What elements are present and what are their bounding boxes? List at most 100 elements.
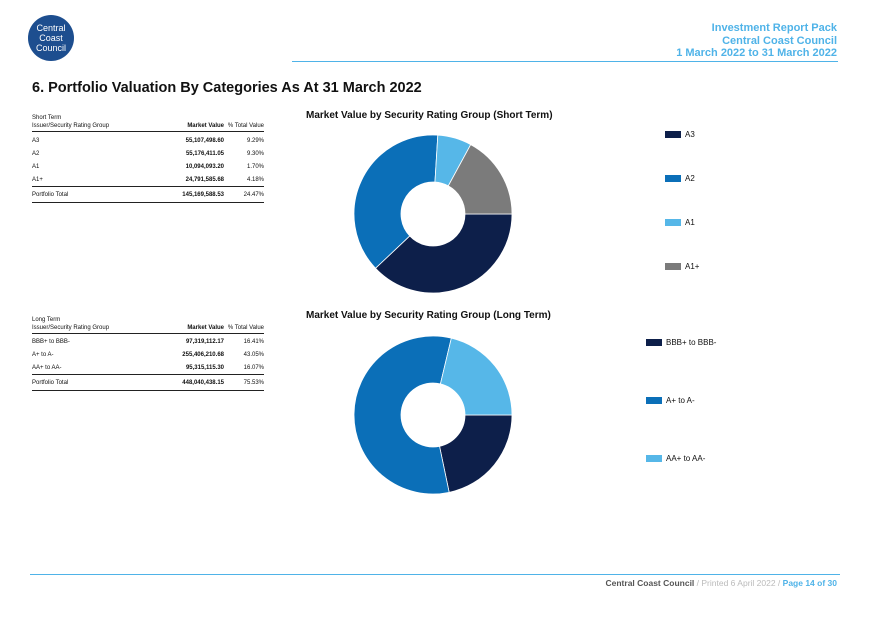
row-pct: 9.29%	[246, 137, 264, 144]
col-header-group: Issuer/Security Rating Group	[32, 324, 110, 331]
page-footer: Central Coast Council / Printed 6 April …	[606, 578, 838, 588]
donut-slice-bbb-to-bbb-	[439, 414, 513, 493]
col-header-pct: % Total Value	[227, 122, 264, 129]
legend-swatch	[665, 219, 681, 226]
table-caption: Long Term	[32, 317, 61, 323]
row-market-value: 55,176,411.05	[185, 150, 224, 157]
row-label: AA+ to AA-	[32, 364, 62, 371]
legend-swatch	[665, 175, 681, 182]
row-market-value: 255,406,210.68	[182, 351, 224, 358]
legend-swatch	[665, 263, 681, 270]
total-pct: 75.53%	[243, 379, 264, 386]
table-header-row: Issuer/Security Rating Group Market Valu…	[32, 119, 264, 132]
row-market-value: 24,791,585.68	[185, 176, 224, 183]
footer-printed: / Printed 6 April 2022 /	[694, 578, 783, 588]
table-header-row: Issuer/Security Rating Group Market Valu…	[32, 321, 264, 334]
legend-label: A2	[685, 174, 695, 183]
row-market-value: 55,107,498.60	[185, 137, 224, 144]
row-pct: 16.07%	[243, 364, 264, 371]
col-header-pct: % Total Value	[227, 324, 264, 331]
table-row: A1 10,094,093.20 1.70%	[32, 160, 264, 173]
total-market-value: 145,169,588.53	[182, 191, 224, 198]
legend-item: A1+	[665, 262, 699, 271]
table-rule	[32, 333, 264, 334]
header-line-1: Investment Report Pack	[711, 22, 837, 34]
table-rule	[32, 131, 264, 132]
row-pct: 1.70%	[246, 163, 264, 170]
short-term-table: Short Term Issuer/Security Rating Group …	[32, 115, 264, 205]
table-rule	[32, 202, 264, 203]
legend-swatch	[646, 339, 662, 346]
table-total-row: Portfolio Total 145,169,588.53 24.47%	[32, 188, 264, 201]
legend-label: BBB+ to BBB-	[666, 338, 717, 347]
table-row: A2 55,176,411.05 9.30%	[32, 147, 264, 160]
donut-slice-a2	[353, 134, 439, 269]
total-label: Portfolio Total	[32, 379, 69, 386]
logo-line-3: Council	[35, 43, 66, 53]
logo-line-1: Central	[36, 23, 66, 33]
table-rule	[32, 374, 264, 375]
footer-page-number: Page 14 of 30	[782, 578, 837, 588]
table-total-row: Portfolio Total 448,040,438.15 75.53%	[32, 376, 264, 389]
col-header-market-value: Market Value	[187, 122, 224, 129]
table-caption: Short Term	[32, 115, 62, 121]
total-label: Portfolio Total	[32, 191, 69, 198]
council-logo: Central Coast Council	[28, 15, 74, 61]
donut-slice-aa-to-aa-	[439, 337, 513, 416]
table-row: BBB+ to BBB- 97,319,112.17 16.41%	[32, 335, 264, 348]
row-label: A+ to A-	[32, 351, 54, 358]
legend-item: A3	[665, 130, 695, 139]
row-pct: 9.30%	[246, 150, 264, 157]
footer-divider	[30, 574, 840, 575]
row-pct: 16.41%	[243, 338, 264, 345]
row-pct: 43.05%	[243, 351, 264, 358]
donut-slice-a1-	[447, 144, 513, 215]
row-market-value: 10,094,093.20	[185, 163, 224, 170]
legend-label: A1	[685, 218, 695, 227]
row-label: BBB+ to BBB-	[32, 338, 70, 345]
header-divider	[292, 61, 838, 62]
row-label: A1	[32, 163, 40, 170]
long-term-chart-title: Market Value by Security Rating Group (L…	[306, 310, 551, 321]
table-row: A+ to A- 255,406,210.68 43.05%	[32, 348, 264, 361]
row-label: A2	[32, 150, 40, 157]
report-header: Investment Report Pack Central Coast Cou…	[676, 22, 837, 60]
donut-slice-a-to-a-	[353, 335, 452, 495]
table-row: AA+ to AA- 95,315,115.30 16.07%	[32, 361, 264, 374]
header-line-2: Central Coast Council	[722, 34, 837, 47]
legend-swatch	[646, 397, 662, 404]
legend-label: AA+ to AA-	[666, 454, 706, 463]
header-line-3: 1 March 2022 to 31 March 2022	[676, 47, 837, 59]
legend-swatch	[665, 131, 681, 138]
legend-item: A+ to A-	[646, 396, 695, 405]
total-market-value: 448,040,438.15	[182, 379, 224, 386]
row-pct: 4.18%	[246, 176, 264, 183]
footer-council: Central Coast Council	[605, 578, 695, 588]
legend-label: A1+	[685, 262, 700, 271]
short-term-chart-title: Market Value by Security Rating Group (S…	[306, 110, 553, 121]
row-label: A3	[32, 137, 40, 144]
table-rule	[32, 390, 264, 391]
col-header-market-value: Market Value	[187, 324, 224, 331]
legend-item: A2	[665, 174, 695, 183]
legend-label: A+ to A-	[666, 396, 695, 405]
donut-slice-a3	[374, 213, 513, 294]
page-title: 6. Portfolio Valuation By Categories As …	[32, 80, 422, 96]
legend-label: A3	[685, 130, 695, 139]
table-rule	[32, 186, 264, 187]
logo-line-2: Coast	[39, 33, 63, 43]
legend-item: AA+ to AA-	[646, 454, 705, 463]
total-pct: 24.47%	[243, 191, 264, 198]
legend-item: A1	[665, 218, 695, 227]
long-term-table: Long Term Issuer/Security Rating Group M…	[32, 317, 264, 392]
table-row: A3 55,107,498.60 9.29%	[32, 134, 264, 147]
short-term-donut-chart	[353, 134, 513, 294]
table-row: A1+ 24,791,585.68 4.18%	[32, 173, 264, 186]
legend-item: BBB+ to BBB-	[646, 338, 716, 347]
row-market-value: 97,319,112.17	[185, 338, 224, 345]
col-header-group: Issuer/Security Rating Group	[32, 122, 110, 129]
row-market-value: 95,315,115.30	[185, 364, 224, 371]
legend-swatch	[646, 455, 662, 462]
long-term-donut-chart	[353, 335, 513, 495]
row-label: A1+	[32, 176, 43, 183]
